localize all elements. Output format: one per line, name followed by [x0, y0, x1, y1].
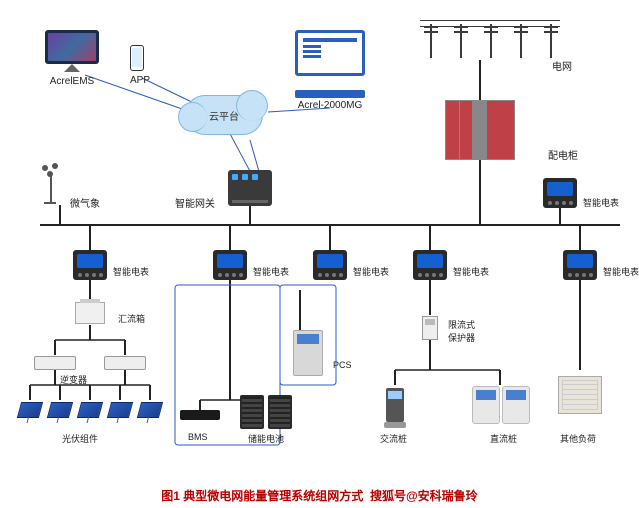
pcs-label: PCS — [333, 360, 352, 370]
inverter-1 — [34, 356, 76, 370]
inverter-2 — [104, 356, 146, 370]
pv-panel — [49, 402, 71, 418]
branch-meter-ev — [413, 250, 447, 280]
cloud-platform: 云平台 — [185, 95, 263, 135]
dc-charger-label: 直流桩 — [490, 432, 517, 445]
gateway-label: 智能网关 — [175, 195, 215, 210]
rccb-device — [422, 316, 438, 340]
pv-panel — [19, 402, 41, 418]
branch-meter-ess — [213, 250, 247, 280]
bms-label: BMS — [188, 432, 208, 442]
branch-meter-pcs-label: 智能电表 — [353, 265, 389, 278]
battery-label: 储能电池 — [248, 432, 284, 445]
grid-label: 电网 — [552, 58, 572, 73]
pv-panel — [139, 402, 161, 418]
pv-panel — [109, 402, 131, 418]
branch-meter-ess-label: 智能电表 — [253, 265, 289, 278]
ac-charger-label: 交流桩 — [380, 432, 407, 445]
distribution-cabinet — [445, 100, 515, 160]
smart-gateway — [228, 170, 272, 206]
branch-meter-load-label: 智能电表 — [603, 265, 639, 278]
app-phone: APP — [130, 45, 150, 86]
bms-device — [180, 410, 220, 420]
dc-charger — [472, 386, 500, 424]
branch-meter-load — [563, 250, 597, 280]
weather-station — [35, 168, 65, 204]
cabinet-label: 配电柜 — [548, 147, 578, 162]
branch-meter-pv — [73, 250, 107, 280]
pv-panel — [79, 402, 101, 418]
grid-meter-label: 智能电表 — [583, 196, 619, 209]
acrel-ems-monitor: AcrelEMS — [45, 30, 99, 87]
app-label: APP — [130, 75, 150, 86]
other-load-label: 其他负荷 — [560, 432, 596, 445]
ac-charger — [386, 388, 404, 422]
battery-rack — [240, 395, 264, 429]
acrel-2000mg-monitor: Acrel-2000MG — [295, 30, 365, 111]
pv-label: 光伏组件 — [62, 432, 98, 445]
cloud-label: 云平台 — [209, 108, 239, 123]
power-grid-poles — [420, 14, 560, 58]
acrel-ems-label: AcrelEMS — [45, 76, 99, 87]
weather-label: 微气象 — [70, 195, 100, 210]
watermark-text: 搜狐号@安科瑞鲁玲 — [370, 489, 478, 503]
branch-meter-pcs — [313, 250, 347, 280]
branch-meter-ev-label: 智能电表 — [453, 265, 489, 278]
branch-meter-pv-label: 智能电表 — [113, 265, 149, 278]
pcs-device — [293, 330, 323, 376]
combiner-box — [75, 302, 105, 324]
inverter-label: 逆变器 — [60, 373, 87, 386]
grid-meter — [543, 178, 577, 208]
other-load-box — [558, 376, 602, 414]
acrel-2000mg-label: Acrel-2000MG — [295, 100, 365, 111]
figure-caption: 图1 典型微电网能量管理系统组网方式 搜狐号@安科瑞鲁玲 — [0, 487, 639, 504]
combiner-label: 汇流箱 — [118, 312, 145, 325]
rccb-label: 限流式 保护器 — [448, 318, 475, 344]
